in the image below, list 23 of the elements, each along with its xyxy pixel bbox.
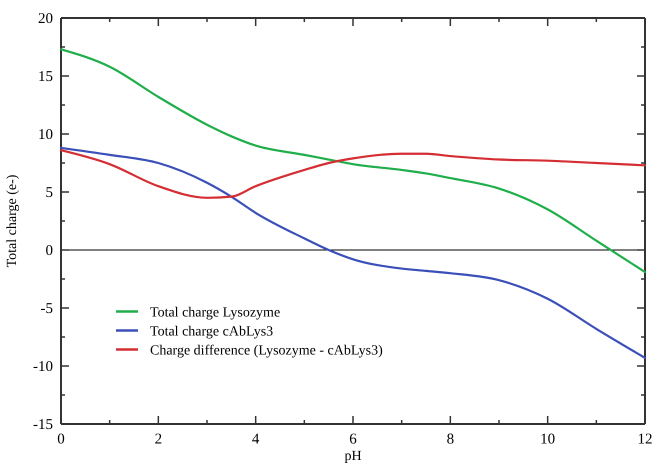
y-tick-label: 0 — [46, 242, 53, 259]
y-tick-label: -10 — [33, 358, 53, 375]
y-tick-label: 20 — [38, 10, 53, 27]
x-tick-label: 6 — [349, 432, 358, 448]
x-tick-label: 10 — [540, 432, 556, 448]
x-tick-label: 12 — [638, 432, 652, 448]
line-series — [60, 48, 646, 274]
legend-label: Charge difference (Lysozyme - cAbLys3) — [150, 343, 384, 358]
x-tick-label: 4 — [252, 432, 260, 448]
x-axis-title: pH — [344, 449, 362, 464]
y-axis-title: Total charge (e-) — [5, 174, 20, 268]
line-series — [60, 149, 646, 199]
legend-label: Total charge Lysozyme — [150, 305, 280, 320]
x-tick-label: 0 — [57, 432, 65, 448]
legend-label: Total charge cAbLys3 — [150, 324, 274, 340]
y-tick-label: 10 — [38, 126, 53, 143]
y-tick-label: 15 — [38, 68, 53, 85]
y-tick-label: -5 — [40, 300, 53, 317]
line-series — [60, 146, 646, 359]
x-tick-label: 2 — [154, 432, 162, 448]
y-tick-label: -15 — [33, 416, 53, 433]
x-tick-label: 8 — [446, 432, 454, 448]
y-tick-label: 5 — [46, 184, 53, 201]
